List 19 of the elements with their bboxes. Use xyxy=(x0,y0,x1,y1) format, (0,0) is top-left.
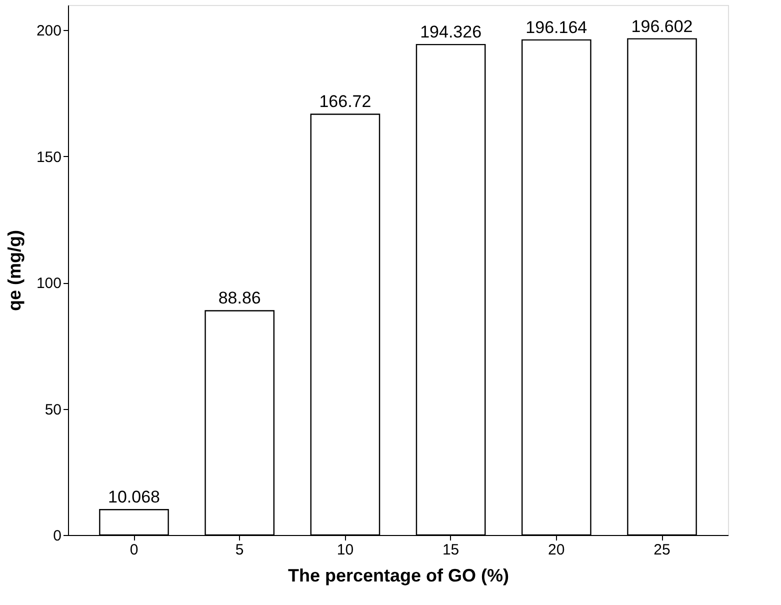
y-tick-label: 150 xyxy=(36,148,62,166)
data-label: 88.86 xyxy=(218,288,261,308)
data-label: 10.068 xyxy=(108,488,160,507)
x-tick-label: 0 xyxy=(130,542,138,558)
data-label: 196.602 xyxy=(631,16,693,36)
data-label: 166.72 xyxy=(319,92,372,112)
data-label: 196.164 xyxy=(526,18,588,37)
y-tick-label: 50 xyxy=(44,401,62,418)
x-tick-label: 15 xyxy=(442,542,460,558)
x-tick-label: 25 xyxy=(654,542,670,558)
x-tick-label: 5 xyxy=(235,542,244,558)
y-tick-label: 200 xyxy=(36,22,62,40)
x-tick-label: 20 xyxy=(548,542,565,558)
y-axis-title: qe (mg/g) xyxy=(4,230,24,311)
x-tick-label: 10 xyxy=(336,542,354,558)
y-tick-label: 0 xyxy=(53,528,62,544)
y-tick-label: 100 xyxy=(36,275,62,292)
x-axis-title: The percentage of GO (%) xyxy=(288,566,510,586)
data-label: 194.326 xyxy=(420,22,482,42)
